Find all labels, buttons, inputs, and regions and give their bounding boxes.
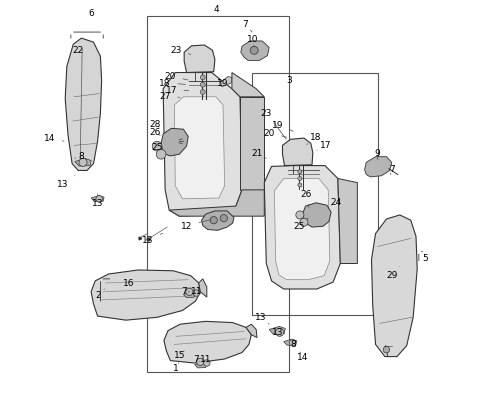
Polygon shape xyxy=(241,42,269,61)
Text: 7: 7 xyxy=(389,165,395,175)
Text: 13: 13 xyxy=(92,194,103,208)
Circle shape xyxy=(200,90,205,95)
Text: 13: 13 xyxy=(142,234,163,244)
Circle shape xyxy=(79,159,87,167)
Text: 4: 4 xyxy=(214,5,219,14)
Polygon shape xyxy=(232,73,264,98)
Polygon shape xyxy=(372,215,417,357)
Circle shape xyxy=(296,211,304,220)
Text: 16: 16 xyxy=(123,278,134,287)
Polygon shape xyxy=(283,139,313,166)
Circle shape xyxy=(298,170,302,174)
Polygon shape xyxy=(338,179,357,264)
Text: 2: 2 xyxy=(96,289,105,299)
Polygon shape xyxy=(264,166,340,289)
Text: 11: 11 xyxy=(200,355,211,364)
Circle shape xyxy=(220,215,228,222)
Polygon shape xyxy=(174,98,225,199)
Text: 18: 18 xyxy=(159,79,185,88)
Text: 25: 25 xyxy=(151,142,163,151)
Polygon shape xyxy=(164,322,252,363)
Text: 25: 25 xyxy=(293,219,308,230)
Circle shape xyxy=(152,142,162,151)
Text: 14: 14 xyxy=(44,133,64,143)
Polygon shape xyxy=(163,73,242,217)
Text: 8: 8 xyxy=(290,339,296,348)
Polygon shape xyxy=(246,324,257,338)
Text: 6: 6 xyxy=(88,9,94,18)
Text: 21: 21 xyxy=(252,149,266,159)
Text: 10: 10 xyxy=(247,34,259,48)
Polygon shape xyxy=(221,77,232,87)
Text: 13: 13 xyxy=(57,176,75,189)
Text: 1: 1 xyxy=(173,363,179,372)
Text: 9: 9 xyxy=(375,149,381,160)
Text: 15: 15 xyxy=(174,351,186,360)
Text: 27: 27 xyxy=(159,92,180,101)
Bar xyxy=(147,17,288,372)
Circle shape xyxy=(289,340,296,346)
Text: 13: 13 xyxy=(272,327,283,336)
Text: 7: 7 xyxy=(193,355,200,364)
Text: 23: 23 xyxy=(261,109,286,140)
Text: 5: 5 xyxy=(422,254,428,263)
Circle shape xyxy=(156,150,166,160)
Circle shape xyxy=(197,358,204,366)
Text: 23: 23 xyxy=(170,45,191,55)
Circle shape xyxy=(250,47,258,55)
Polygon shape xyxy=(161,129,188,156)
Text: 20: 20 xyxy=(165,72,188,81)
Polygon shape xyxy=(184,46,215,73)
Circle shape xyxy=(210,217,217,224)
Text: 22: 22 xyxy=(72,46,84,58)
Polygon shape xyxy=(169,190,264,217)
Text: 13: 13 xyxy=(255,312,269,324)
Polygon shape xyxy=(275,179,330,280)
Text: 17: 17 xyxy=(317,141,332,151)
Polygon shape xyxy=(269,326,285,334)
Polygon shape xyxy=(284,339,297,345)
Text: 28: 28 xyxy=(149,119,161,128)
Circle shape xyxy=(193,290,200,296)
Circle shape xyxy=(383,347,390,353)
Text: 7: 7 xyxy=(181,286,190,295)
Polygon shape xyxy=(195,362,206,368)
Circle shape xyxy=(298,177,302,181)
Text: 7: 7 xyxy=(242,19,252,33)
Text: 19: 19 xyxy=(217,79,229,88)
Circle shape xyxy=(186,288,193,296)
Circle shape xyxy=(276,328,284,337)
Circle shape xyxy=(298,183,302,188)
Text: 18: 18 xyxy=(307,132,322,145)
Circle shape xyxy=(300,219,308,227)
Polygon shape xyxy=(240,98,264,190)
Polygon shape xyxy=(183,292,195,298)
Polygon shape xyxy=(365,157,392,177)
Circle shape xyxy=(96,196,102,202)
Text: 17: 17 xyxy=(166,86,189,95)
Text: 12: 12 xyxy=(181,220,211,230)
Text: 8: 8 xyxy=(75,151,84,160)
Circle shape xyxy=(200,83,205,88)
Text: 3: 3 xyxy=(287,76,292,85)
Text: 20: 20 xyxy=(264,129,287,138)
Text: 26: 26 xyxy=(300,189,311,208)
Polygon shape xyxy=(91,196,104,202)
Text: 14: 14 xyxy=(297,352,309,361)
Text: 19: 19 xyxy=(272,121,293,132)
Text: 11: 11 xyxy=(191,286,202,295)
Text: 26: 26 xyxy=(149,128,161,136)
Circle shape xyxy=(200,76,205,81)
Polygon shape xyxy=(91,270,200,320)
Polygon shape xyxy=(75,159,91,167)
Text: 29: 29 xyxy=(386,267,400,279)
Polygon shape xyxy=(303,203,331,228)
Polygon shape xyxy=(199,279,207,297)
Bar xyxy=(252,73,378,315)
Polygon shape xyxy=(202,211,234,231)
Circle shape xyxy=(204,360,210,367)
Text: 24: 24 xyxy=(331,197,342,206)
Polygon shape xyxy=(65,39,102,171)
